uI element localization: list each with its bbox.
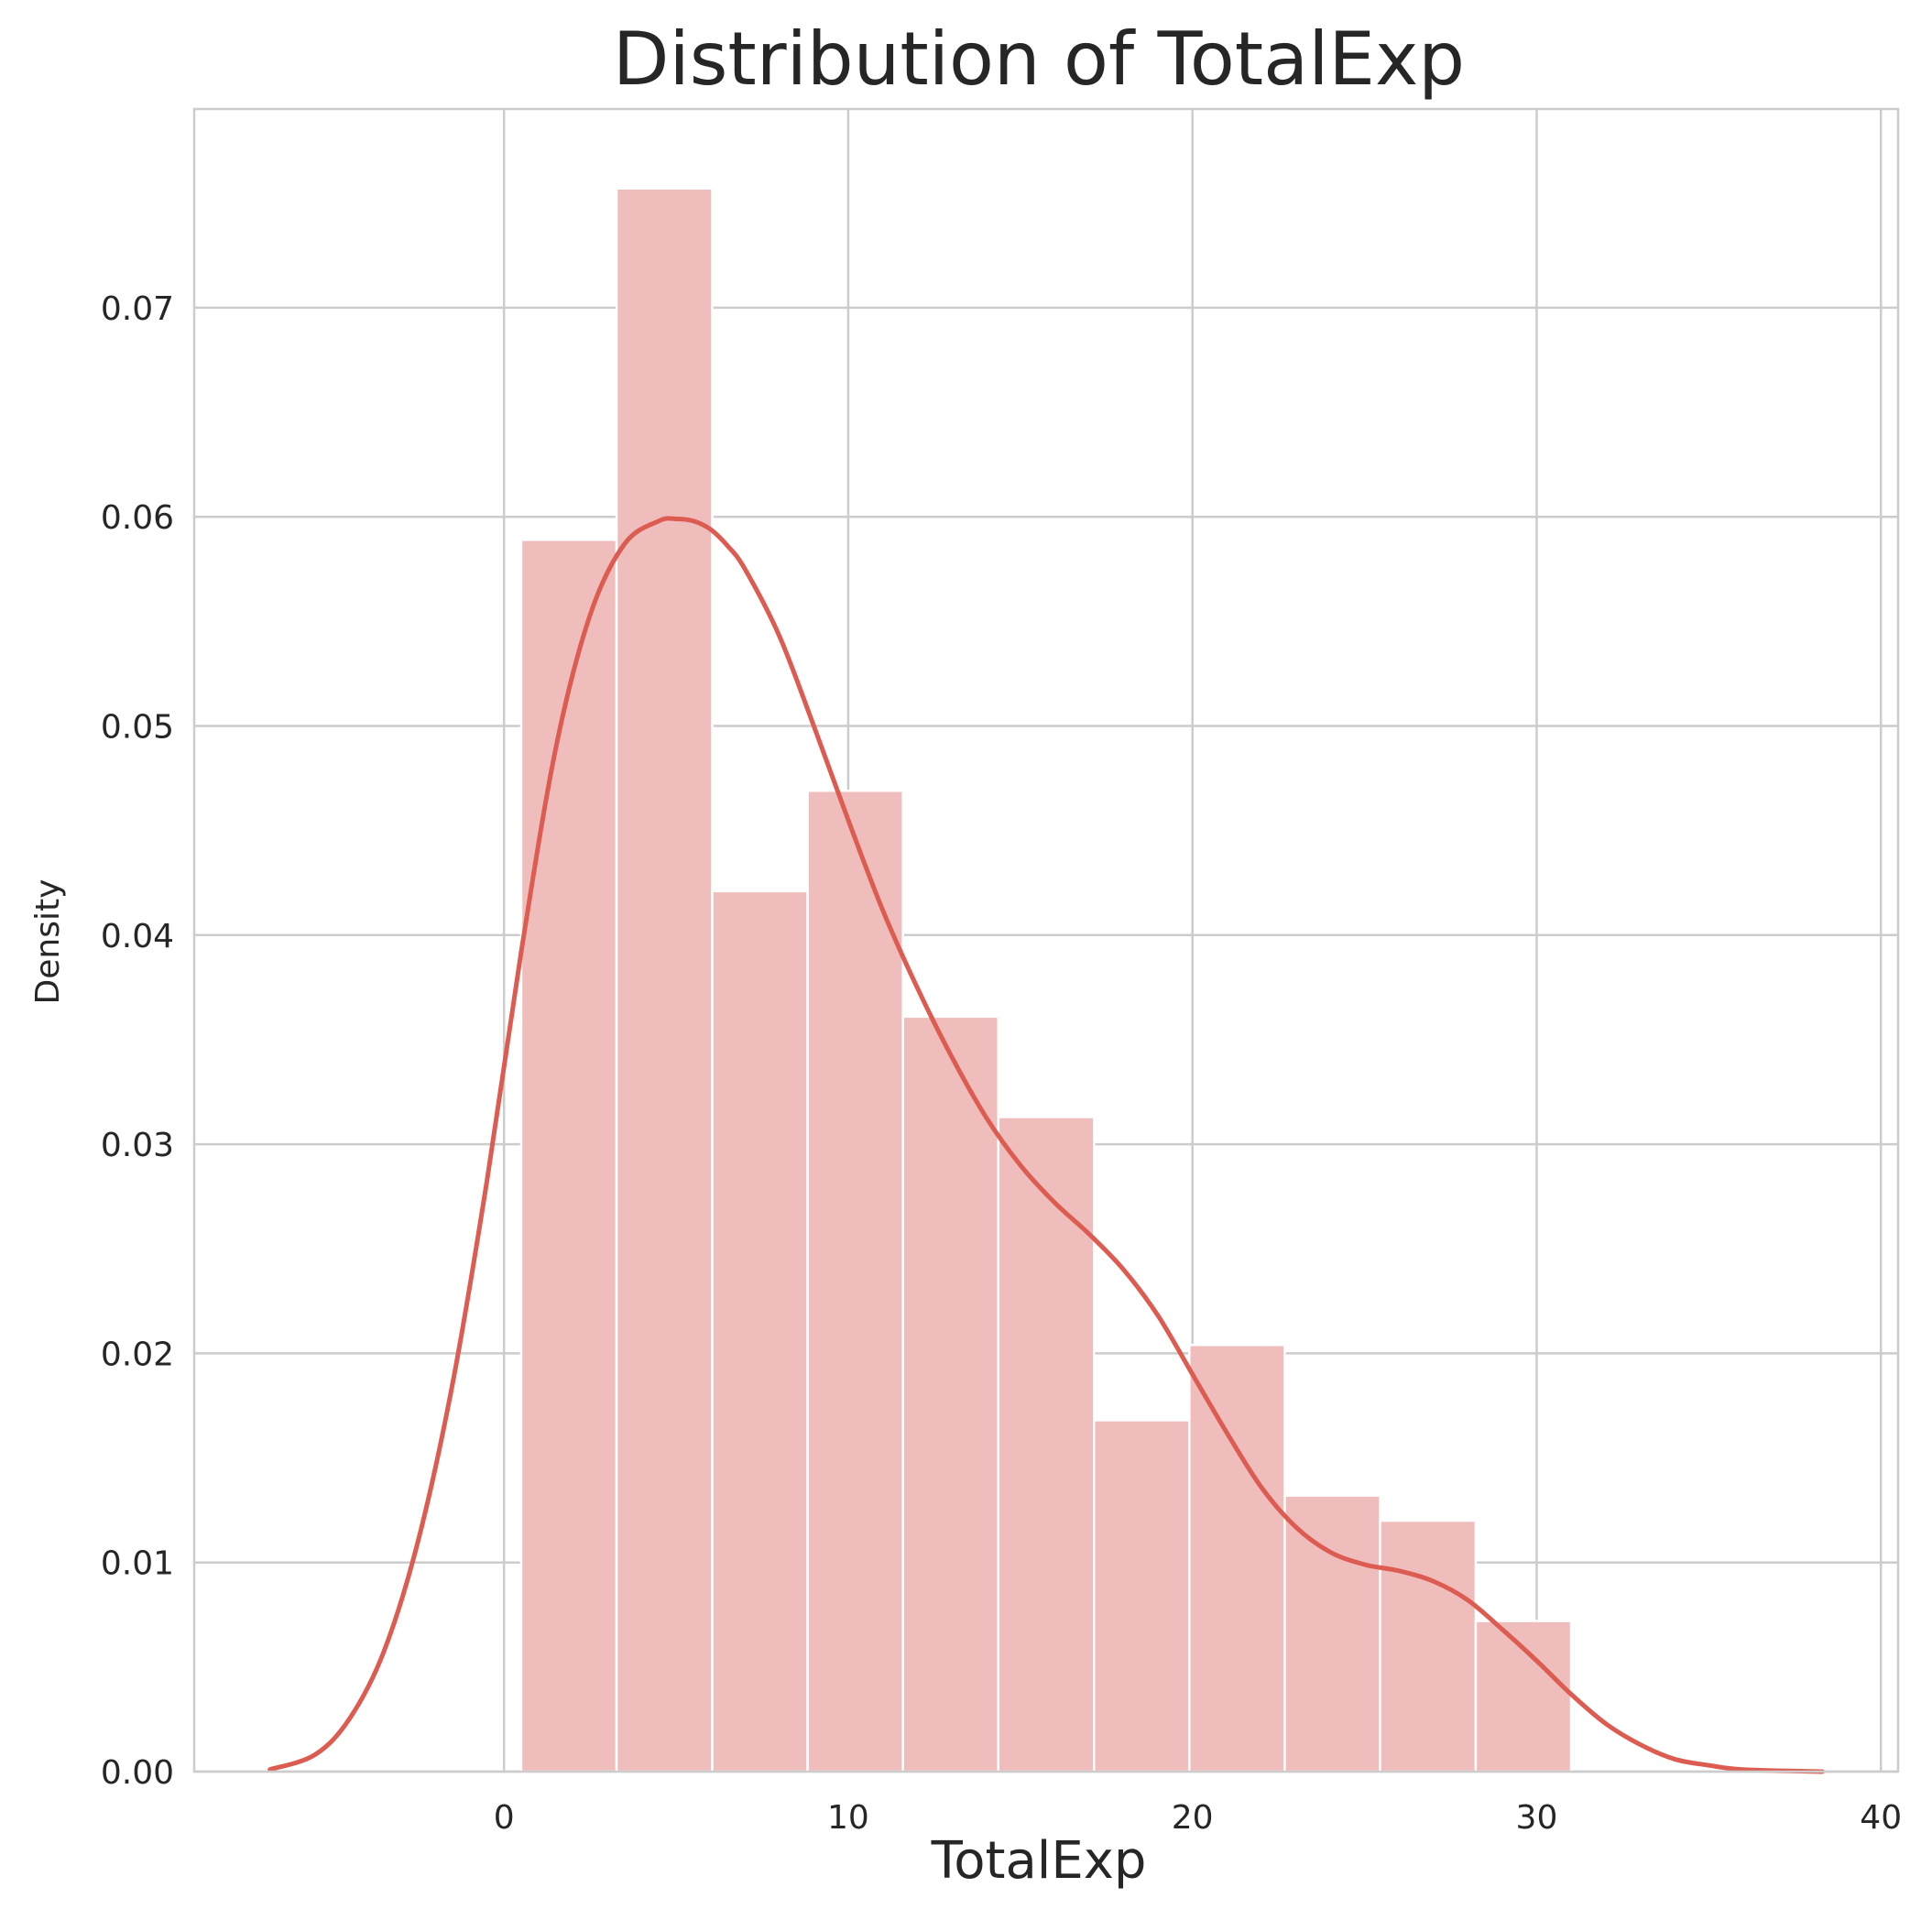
histogram-bar <box>997 1116 1096 1773</box>
x-axis-label: TotalExp <box>931 1831 1147 1891</box>
y-tick-label: 0.05 <box>101 708 174 746</box>
y-tick-label: 0.04 <box>101 918 174 955</box>
y-tick-label: 0.00 <box>101 1754 174 1792</box>
kde-curve <box>267 516 1825 1774</box>
histogram-bar <box>519 539 618 1773</box>
histogram-bar <box>1379 1519 1478 1773</box>
histogram-bar <box>806 790 904 1773</box>
x-tick-label: 30 <box>1516 1799 1558 1837</box>
y-axis-label: Density <box>29 879 67 1005</box>
histogram-bar <box>711 889 809 1773</box>
histogram-bar <box>1283 1494 1381 1773</box>
y-tick-label: 0.01 <box>101 1545 174 1583</box>
histogram-bar <box>1188 1344 1286 1773</box>
y-tick-label: 0.06 <box>101 499 174 537</box>
plot-frame <box>192 107 1900 1773</box>
y-tick-labels: 0.00 0.01 0.02 0.03 0.04 0.05 0.06 0.07 <box>101 290 174 1792</box>
x-tick-label: 20 <box>1172 1799 1214 1837</box>
kde-layer <box>267 516 1825 1774</box>
x-tick-labels: 0 10 20 30 40 <box>494 1799 1902 1837</box>
x-tick-label: 10 <box>827 1799 869 1837</box>
chart-title: Distribution of TotalExp <box>613 16 1465 102</box>
histogram-bar <box>1092 1419 1191 1773</box>
y-tick-label: 0.03 <box>101 1127 174 1164</box>
histogram-bar <box>615 187 714 1773</box>
histogram-bars <box>519 187 1573 1773</box>
y-tick-label: 0.07 <box>101 290 174 328</box>
histogram-bar <box>901 1015 1000 1773</box>
histogram-bar <box>1474 1620 1573 1773</box>
x-tick-label: 40 <box>1860 1799 1902 1837</box>
x-tick-label: 0 <box>494 1799 515 1837</box>
y-tick-label: 0.02 <box>101 1336 174 1373</box>
